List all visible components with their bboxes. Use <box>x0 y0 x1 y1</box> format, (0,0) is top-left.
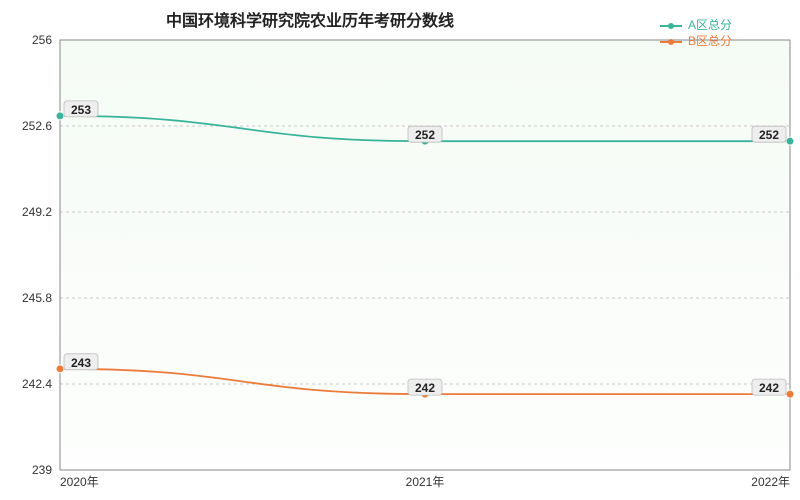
data-label: 252 <box>415 128 435 142</box>
y-tick-label: 256 <box>32 33 52 47</box>
data-label: 253 <box>71 103 91 117</box>
series-marker <box>56 112 64 120</box>
series-marker <box>786 390 794 398</box>
y-tick-label: 245.8 <box>22 291 52 305</box>
legend-label: A区总分 <box>688 18 732 32</box>
data-label: 242 <box>415 381 435 395</box>
x-tick-label: 2021年 <box>406 475 445 489</box>
legend-marker <box>668 39 674 45</box>
plot-area <box>60 40 790 470</box>
data-label: 242 <box>759 381 779 395</box>
line-chart: 239 242.4 245.8 249.2 252.6 256 2020年 2021年 2022… <box>0 0 800 500</box>
series-marker <box>786 137 794 145</box>
x-tick-label: 2022年 <box>751 475 790 489</box>
legend-label: B区总分 <box>688 34 732 48</box>
data-label: 252 <box>759 128 779 142</box>
y-tick-label: 252.6 <box>22 119 52 133</box>
y-tick-label: 242.4 <box>22 377 52 391</box>
y-tick-label: 249.2 <box>22 205 52 219</box>
data-label: 243 <box>71 356 91 370</box>
chart-title: 中国环境科学研究院农业历年考研分数线 <box>166 11 454 30</box>
x-tick-label: 2020年 <box>60 475 99 489</box>
legend-marker <box>668 23 674 29</box>
chart-svg: 239 242.4 245.8 249.2 252.6 256 2020年 2021年 2022… <box>0 0 800 500</box>
y-tick-label: 239 <box>32 463 52 477</box>
series-marker <box>56 365 64 373</box>
